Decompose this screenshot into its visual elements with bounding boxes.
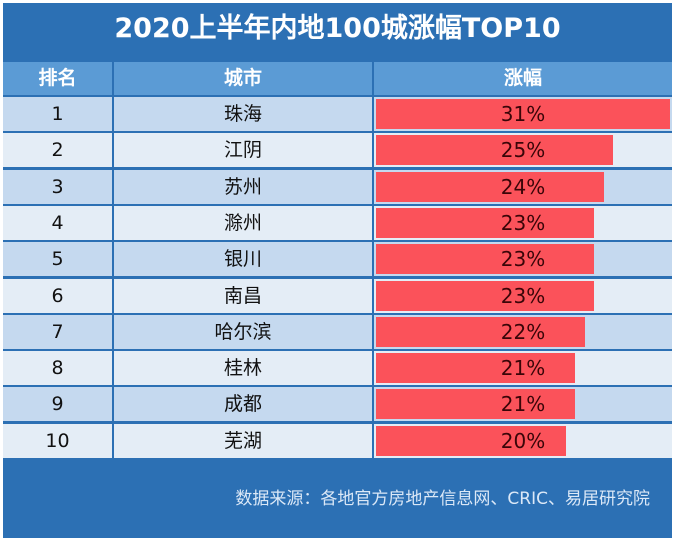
city-cell: 芜湖 xyxy=(114,423,372,458)
rise-label: 24% xyxy=(500,174,546,199)
rank-cell: 6 xyxy=(3,278,112,313)
rank-cell: 1 xyxy=(3,97,112,131)
city-cell: 南昌 xyxy=(114,278,372,313)
rank-cell: 7 xyxy=(3,314,112,349)
rise-bar xyxy=(376,99,670,129)
city-cell: 江阴 xyxy=(114,133,372,168)
rank-cell: 8 xyxy=(3,351,112,386)
rise-bar xyxy=(376,389,576,420)
city-cell: 哈尔滨 xyxy=(114,314,372,349)
rise-label: 23% xyxy=(500,210,546,235)
rise-label: 20% xyxy=(500,428,546,453)
city-cell: 珠海 xyxy=(114,97,372,131)
rise-bar xyxy=(376,316,585,347)
rise-bar xyxy=(376,244,595,275)
rise-label: 23% xyxy=(500,247,546,272)
header-rise: 涨幅 xyxy=(374,62,672,95)
rise-bar xyxy=(376,171,604,202)
rank-cell: 3 xyxy=(3,169,112,204)
city-cell: 苏州 xyxy=(114,169,372,204)
city-cell: 滁州 xyxy=(114,205,372,240)
rank-cell: 10 xyxy=(3,423,112,458)
city-cell: 成都 xyxy=(114,387,372,422)
rank-cell: 9 xyxy=(3,387,112,422)
rise-label: 21% xyxy=(500,356,546,381)
rise-bar xyxy=(376,280,595,311)
rise-bar xyxy=(376,353,576,384)
source-note: 数据来源：各地官方房地产信息网、CRIC、易居研究院 xyxy=(235,489,650,509)
table-container: 2020上半年内地100城涨幅TOP10 排名 城市 涨幅 1 珠海 31% 2 江阴 2… xyxy=(3,3,672,538)
rise-label: 23% xyxy=(500,283,546,308)
rise-label: 25% xyxy=(500,138,546,163)
city-cell: 桂林 xyxy=(114,351,372,386)
rank-cell: 4 xyxy=(3,205,112,240)
rank-cell: 5 xyxy=(3,242,112,277)
rise-bar xyxy=(376,425,566,456)
rise-bar xyxy=(376,207,595,238)
rise-label: 22% xyxy=(500,319,546,344)
header-city: 城市 xyxy=(114,62,372,95)
rank-cell: 2 xyxy=(3,133,112,168)
city-cell: 银川 xyxy=(114,242,372,277)
rise-label: 21% xyxy=(500,392,546,417)
chart-title: 2020上半年内地100城涨幅TOP10 xyxy=(114,13,561,44)
rise-label: 31% xyxy=(500,102,546,126)
rise-bar xyxy=(376,135,614,166)
header-rank: 排名 xyxy=(3,62,112,95)
